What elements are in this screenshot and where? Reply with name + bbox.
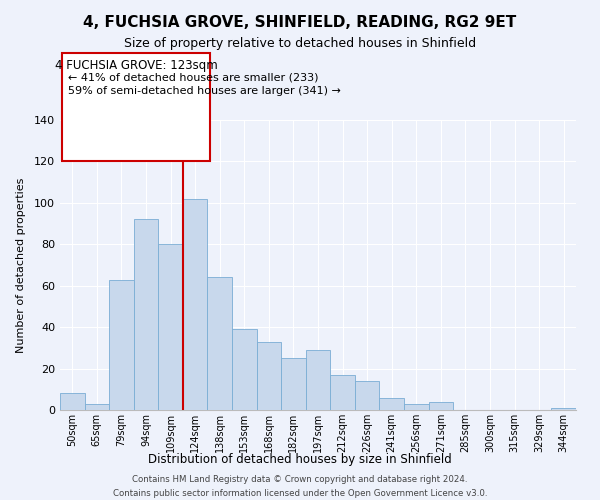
Y-axis label: Number of detached properties: Number of detached properties: [16, 178, 26, 352]
Bar: [109, 280, 134, 410]
Bar: [158, 244, 183, 410]
Bar: [330, 375, 355, 410]
Text: Size of property relative to detached houses in Shinfield: Size of property relative to detached ho…: [124, 38, 476, 51]
Bar: [85, 404, 109, 410]
Text: 4 FUCHSIA GROVE: 123sqm: 4 FUCHSIA GROVE: 123sqm: [55, 58, 218, 71]
Text: 59% of semi-detached houses are larger (341) →: 59% of semi-detached houses are larger (…: [68, 86, 341, 97]
Bar: [428, 402, 453, 410]
Bar: [281, 358, 306, 410]
Bar: [306, 350, 330, 410]
Text: 4, FUCHSIA GROVE, SHINFIELD, READING, RG2 9ET: 4, FUCHSIA GROVE, SHINFIELD, READING, RG…: [83, 15, 517, 30]
Bar: [257, 342, 281, 410]
Bar: [232, 329, 257, 410]
Bar: [404, 404, 428, 410]
Bar: [379, 398, 404, 410]
Bar: [551, 408, 576, 410]
Text: Contains HM Land Registry data © Crown copyright and database right 2024.
Contai: Contains HM Land Registry data © Crown c…: [113, 476, 487, 498]
Bar: [60, 394, 85, 410]
Bar: [355, 381, 379, 410]
Bar: [208, 278, 232, 410]
Bar: [134, 220, 158, 410]
Text: ← 41% of detached houses are smaller (233): ← 41% of detached houses are smaller (23…: [68, 72, 319, 83]
Text: Distribution of detached houses by size in Shinfield: Distribution of detached houses by size …: [148, 452, 452, 466]
Bar: [183, 198, 208, 410]
